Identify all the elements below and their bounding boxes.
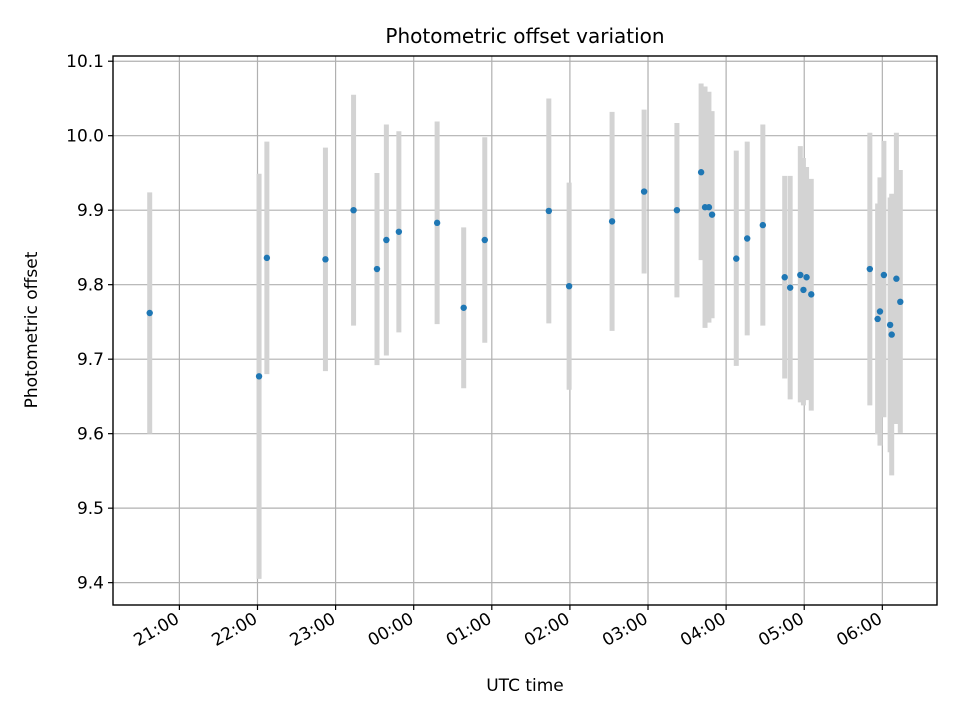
y-tick-label: 9.5: [77, 499, 104, 519]
data-point: [786, 284, 794, 291]
data-point: [800, 286, 807, 294]
data-point: [874, 315, 881, 323]
data-point: [897, 298, 904, 306]
data-point: [886, 321, 894, 329]
data-point: [744, 235, 751, 242]
data-point: [673, 206, 681, 214]
y-tick-label: 9.8: [77, 276, 104, 296]
data-point: [460, 304, 467, 311]
y-tick-label: 9.9: [77, 201, 104, 221]
data-point: [322, 256, 329, 263]
data-point: [565, 282, 573, 290]
data-point: [263, 254, 271, 262]
data-point: [893, 275, 900, 282]
plot-frame: [112, 55, 938, 606]
data-point: [383, 236, 390, 244]
data-point: [705, 204, 713, 211]
data-point: [759, 221, 767, 229]
data-point: [255, 373, 263, 380]
y-tick-label: 10.0: [66, 127, 104, 147]
y-tick-label: 9.7: [77, 350, 104, 370]
data-point: [697, 169, 705, 176]
y-tick-label: 10.1: [66, 52, 104, 72]
data-point: [797, 271, 804, 279]
y-tick-label: 9.4: [77, 574, 104, 594]
data-point: [708, 211, 716, 218]
data-point: [733, 255, 740, 262]
data-point: [395, 228, 403, 235]
data-point: [433, 219, 441, 227]
data-point: [481, 236, 488, 244]
data-point: [876, 308, 884, 315]
data-point: [808, 291, 815, 298]
data-point: [803, 274, 810, 281]
data-point: [888, 331, 895, 338]
data-point: [781, 274, 788, 281]
data-point: [146, 309, 153, 317]
data-point: [880, 271, 888, 279]
point-layer: [146, 169, 904, 380]
data-point: [640, 188, 648, 195]
data-point: [373, 265, 381, 273]
chart-title: Photometric offset variation: [385, 24, 664, 48]
data-point: [608, 218, 616, 225]
x-axis-label: UTC time: [486, 676, 564, 696]
data-point: [545, 207, 553, 215]
data-point: [350, 206, 357, 214]
y-tick-label: 9.6: [77, 425, 104, 445]
y-axis-label: Photometric offset: [22, 251, 42, 408]
data-point: [866, 265, 874, 273]
